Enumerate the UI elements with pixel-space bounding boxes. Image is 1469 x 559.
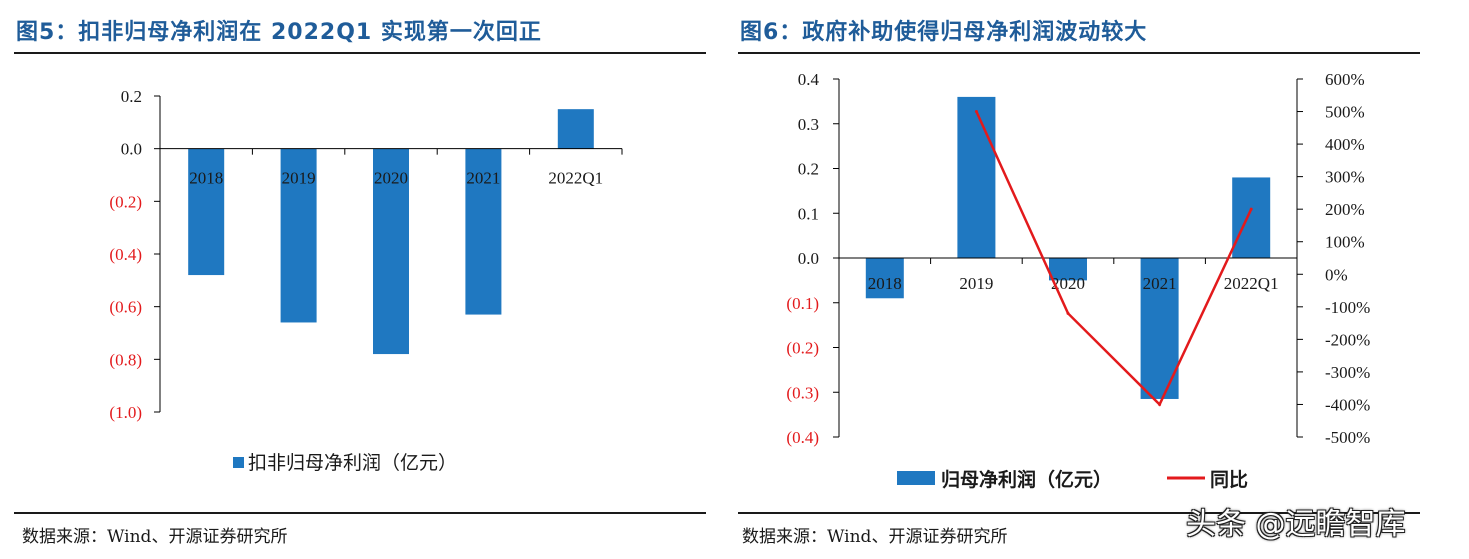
line-point — [1158, 402, 1162, 406]
figure6-bottom-rule — [738, 512, 1420, 514]
watermark: 头条 @远瞻智库 — [1186, 507, 1406, 542]
x-tick-label: 2018 — [189, 169, 223, 188]
y-tick-label: 0.2 — [121, 87, 142, 106]
figure6-title: 图6：政府补助使得归母净利润波动较大 — [740, 20, 1148, 45]
x-tick-label: 2019 — [959, 274, 993, 293]
x-tick-label: 2021 — [466, 169, 500, 188]
bar — [1049, 258, 1087, 281]
x-tick-label: 2019 — [282, 169, 316, 188]
left-y-tick-label: (0.2) — [786, 339, 819, 358]
bar — [188, 148, 225, 276]
line-point — [1066, 311, 1070, 315]
bar — [465, 148, 502, 315]
right-y-tick-label: 300% — [1325, 168, 1365, 187]
y-tick-label: (0.2) — [109, 192, 142, 211]
right-y-tick-label: -300% — [1325, 363, 1370, 382]
right-y-tick-label: -100% — [1325, 298, 1370, 317]
figure5-bottom-rule — [14, 512, 706, 514]
right-y-tick-label: 500% — [1325, 103, 1365, 122]
bar — [865, 258, 904, 299]
right-y-tick-label: 400% — [1325, 135, 1365, 154]
left-y-tick-label: 0.0 — [798, 249, 819, 268]
line-point — [1249, 207, 1253, 211]
y-tick-label: 0.0 — [121, 140, 142, 159]
figure5-title-rule — [14, 52, 706, 54]
right-y-tick-label: 100% — [1325, 233, 1365, 252]
bar — [373, 148, 409, 355]
left-y-tick-label: 0.1 — [798, 204, 819, 223]
right-y-tick-label: -500% — [1325, 428, 1370, 447]
x-tick-label: 2022Q1 — [1224, 274, 1279, 293]
figure5-source: 数据来源：Wind、开源证券研究所 — [22, 527, 288, 547]
y-tick-label: (1.0) — [109, 403, 142, 422]
right-y-tick-label: 200% — [1325, 200, 1365, 219]
x-tick-label: 2020 — [374, 169, 408, 188]
figure5-title: 图5：扣非归母净利润在 2022Q1 实现第一次回正 — [16, 20, 542, 45]
x-tick-label: 2020 — [1051, 274, 1085, 293]
bar — [557, 109, 594, 149]
x-tick-label: 2018 — [868, 274, 902, 293]
right-y-tick-label: -200% — [1325, 330, 1370, 349]
line-point — [974, 110, 978, 114]
x-tick-label: 2021 — [1143, 274, 1177, 293]
legend-label: 扣非归母净利润（亿元） — [248, 452, 457, 474]
figure6-source: 数据来源：Wind、开源证券研究所 — [742, 527, 1008, 547]
y-tick-label: (0.4) — [109, 245, 142, 264]
left-y-tick-label: 0.2 — [798, 160, 819, 179]
y-tick-label: (0.6) — [109, 298, 142, 317]
bar — [957, 96, 996, 259]
left-y-tick-label: (0.4) — [786, 428, 819, 447]
bar — [280, 148, 317, 323]
right-y-tick-label: 0% — [1325, 265, 1348, 284]
legend-swatch-bar — [897, 471, 935, 485]
legend-swatch — [233, 457, 244, 468]
left-y-tick-label: 0.3 — [798, 115, 819, 134]
legend-label-line: 同比 — [1210, 469, 1248, 491]
legend-label-bar: 归母净利润（亿元） — [941, 468, 1112, 491]
left-y-tick-label: (0.3) — [786, 383, 819, 402]
right-y-tick-label: -400% — [1325, 395, 1370, 414]
bar — [1232, 177, 1271, 258]
y-tick-label: (0.8) — [109, 350, 142, 369]
x-tick-label: 2022Q1 — [548, 169, 603, 188]
left-y-tick-label: 0.4 — [798, 70, 820, 89]
line-series-yoy — [975, 111, 1253, 407]
chart-figure5: 0.2 0.0 (0.2) (0.4) (0.6) (0.8) (1.0) 2018 2019 2… — [109, 87, 623, 474]
right-y-tick-label: 600% — [1325, 70, 1365, 89]
chart-figure6: 0.4 0.3 0.2 0.1 0.0 (0.1) (0.2) (0.3) (0.4) 600% 5… — [786, 70, 1370, 491]
figure6-title-rule — [738, 52, 1420, 54]
left-y-tick-label: (0.1) — [786, 294, 819, 313]
